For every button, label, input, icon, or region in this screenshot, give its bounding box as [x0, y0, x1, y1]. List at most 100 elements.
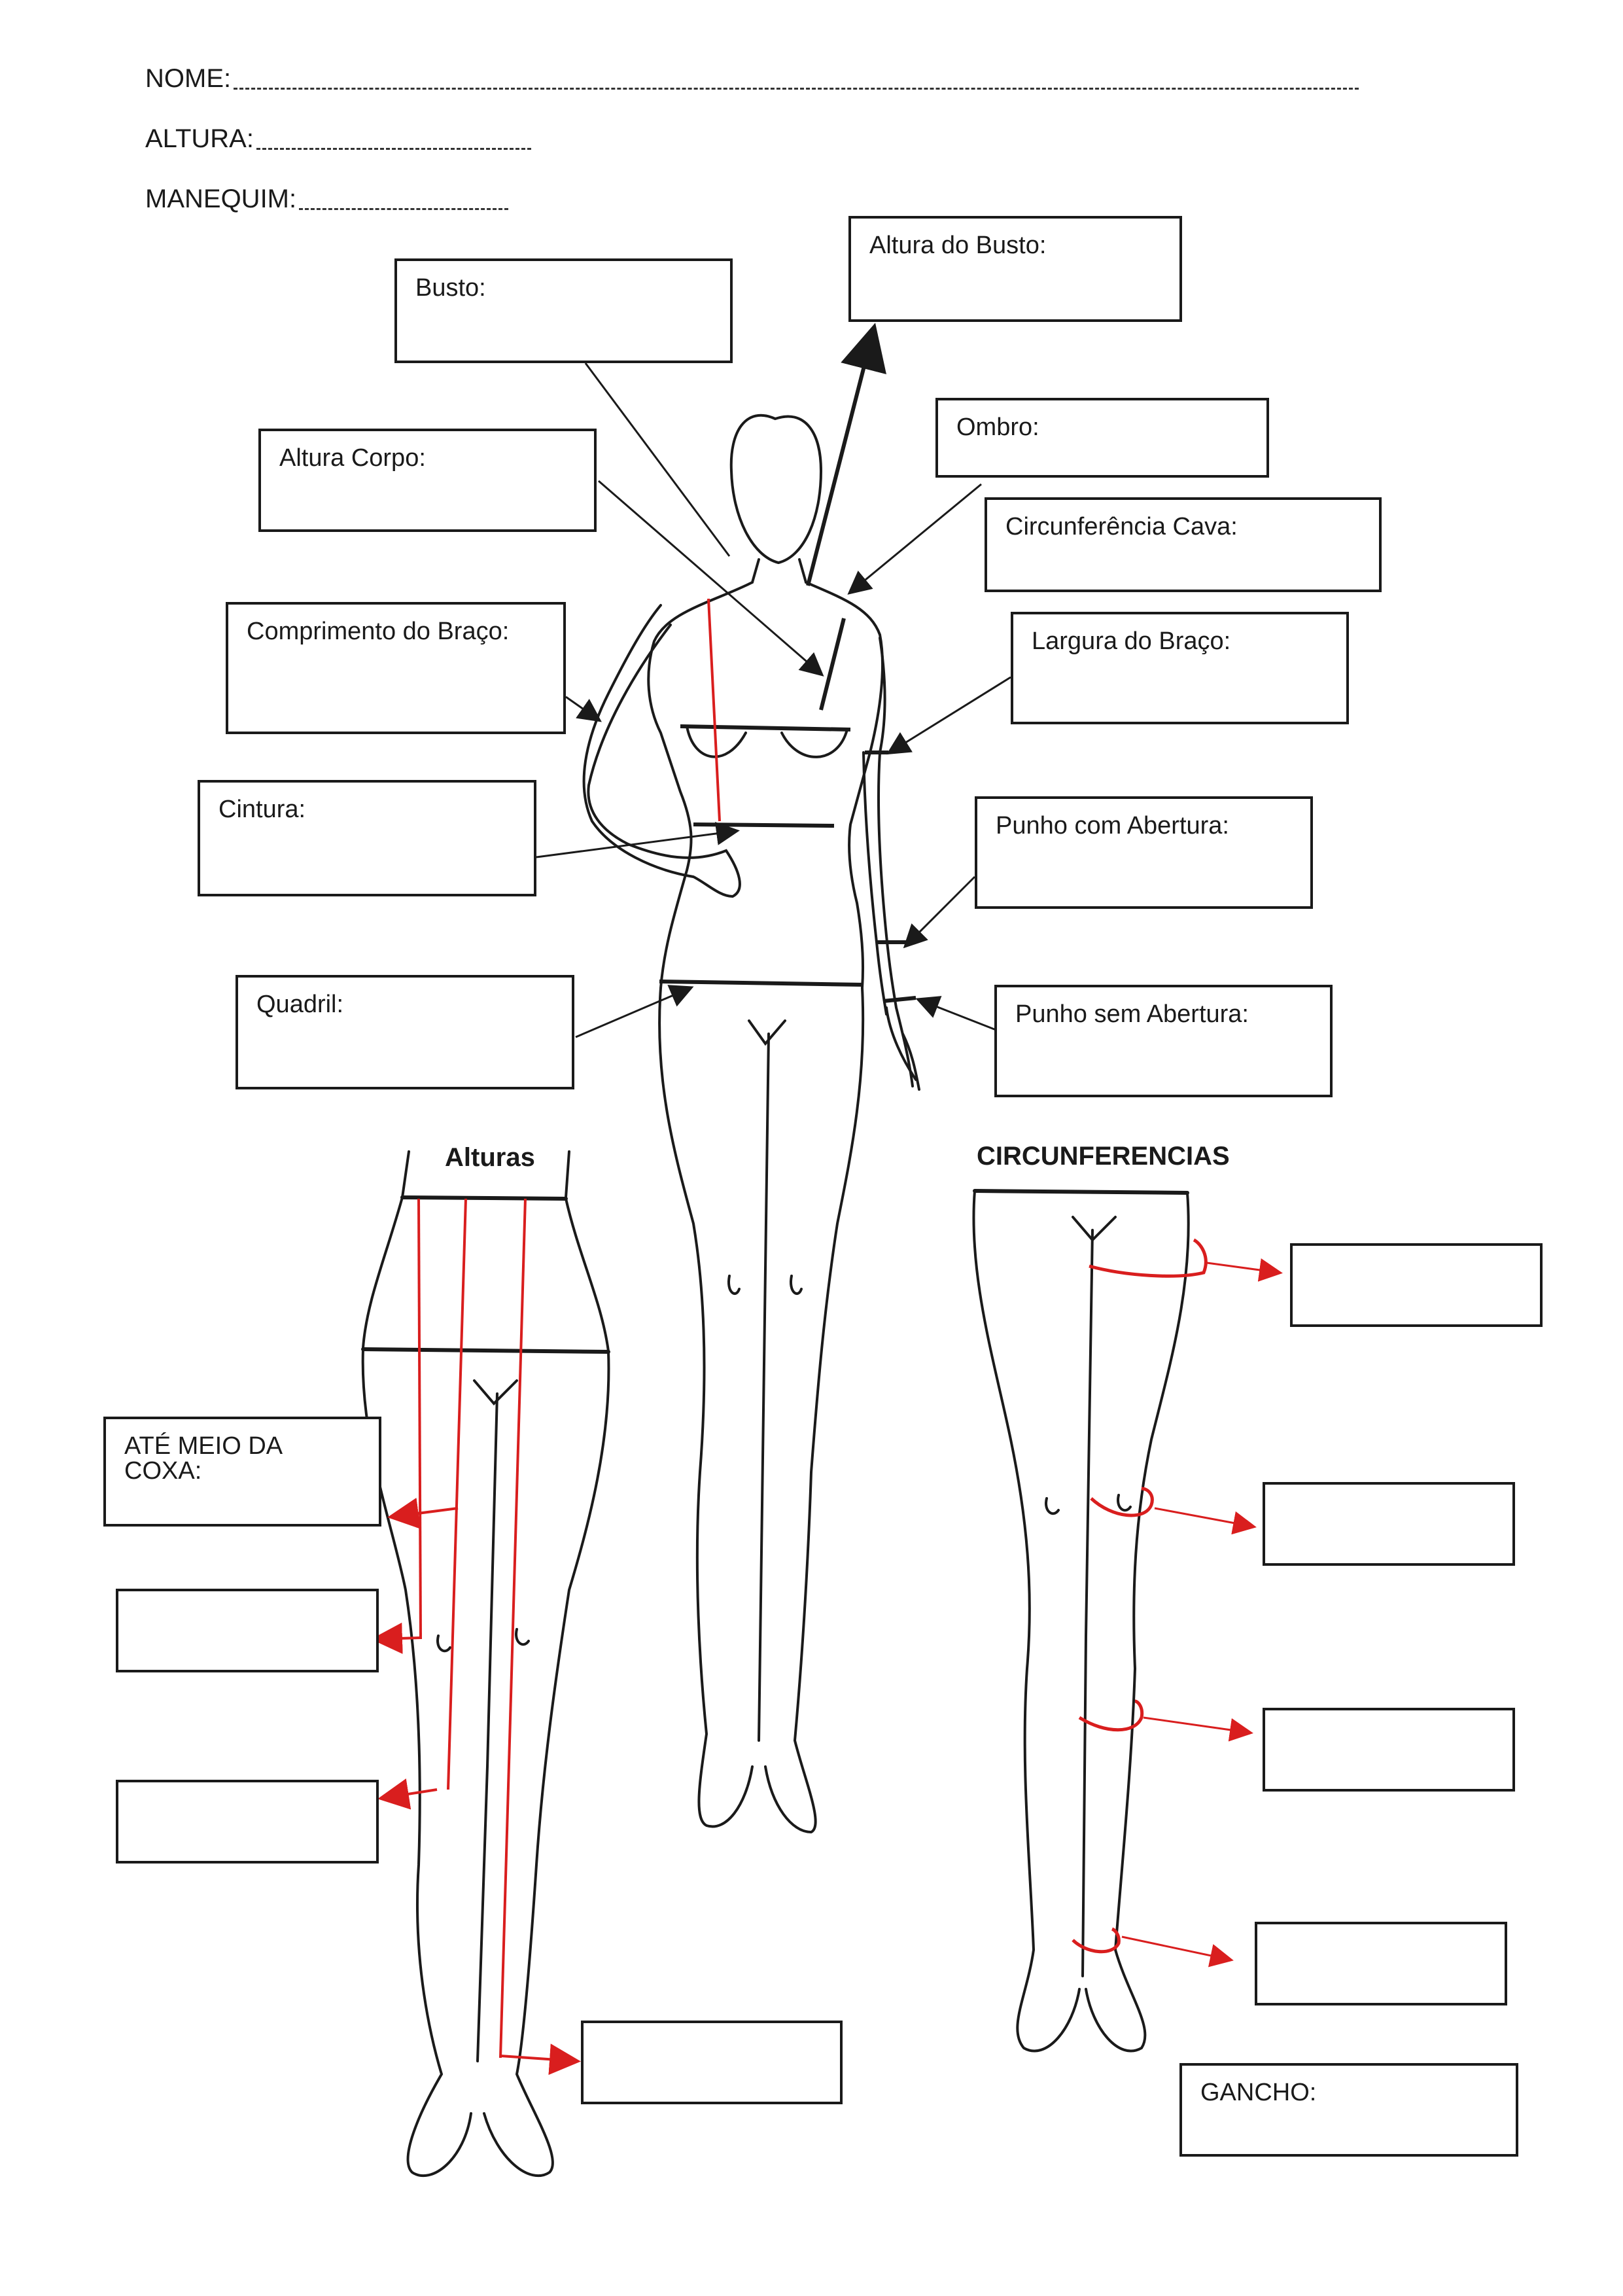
- nome-field[interactable]: NOME:: [145, 64, 1359, 94]
- front-leaders: [536, 323, 1011, 1038]
- manequim-field[interactable]: MANEQUIM:: [145, 185, 509, 214]
- waist-line: [693, 822, 835, 828]
- alturas-right-knee: [515, 1628, 530, 1646]
- left-knee: [727, 1275, 741, 1295]
- hip-line: [659, 980, 864, 987]
- manequim-dotted-line[interactable]: [299, 208, 509, 210]
- circunferencia-cava-label: Circunferência Cava:: [1005, 513, 1238, 540]
- punho-sem-abertura-label: Punho sem Abertura:: [1015, 1000, 1249, 1028]
- bust-left: [686, 725, 747, 758]
- leader-largura-braco: [886, 676, 1011, 755]
- nome-dotted-line[interactable]: [234, 88, 1359, 90]
- circ-arrow-1: [1206, 1258, 1283, 1282]
- circ-calf-ring: [1078, 1699, 1144, 1732]
- alturas-inner-leg: [476, 1392, 498, 2062]
- quadril-label: Quadril:: [256, 991, 344, 1018]
- body-height-red-line: [707, 598, 721, 822]
- alturas-red-line-3: [499, 1198, 527, 2058]
- circ-ankle-ring: [1072, 1927, 1121, 1954]
- altura-field[interactable]: ALTURA:: [145, 124, 531, 154]
- front-body-figure: [582, 414, 920, 1834]
- bust-line: [680, 724, 851, 732]
- ate-meio-da-coxa-box[interactable]: ATÉ MEIO DA COXA:: [103, 1417, 381, 1527]
- circ-arrow-2: [1154, 1507, 1257, 1535]
- ombro-box[interactable]: Ombro:: [935, 398, 1269, 478]
- alturas-hip-right: [565, 1197, 610, 1352]
- alturas-arrow-2: [371, 1622, 421, 1654]
- circ-knee-ring: [1090, 1487, 1154, 1517]
- leader-altura-corpo: [598, 480, 824, 677]
- torso-right: [805, 581, 884, 989]
- comprimento-do-braco-label: Comprimento do Braço:: [247, 618, 510, 645]
- punho-com-abertura-box[interactable]: Punho com Abertura:: [975, 796, 1313, 909]
- leader-punho-sem: [915, 996, 998, 1032]
- gancho-label: GANCHO:: [1200, 2079, 1317, 2106]
- alturas-red-lines: [371, 1198, 581, 2075]
- cintura-label: Cintura:: [218, 796, 306, 823]
- busto-box[interactable]: Busto:: [394, 258, 733, 363]
- circ-inner-leg: [1081, 1229, 1094, 1977]
- ate-meio-da-coxa-label: ATÉ MEIO DA COXA:: [124, 1432, 282, 1485]
- alturas-arrow-4: [500, 2043, 581, 2075]
- alturas-waist-left: [401, 1150, 410, 1199]
- right-arm-inner: [862, 751, 888, 1016]
- altura-do-busto-box[interactable]: Altura do Busto:: [848, 216, 1182, 322]
- circ-red-measures: [1072, 1238, 1283, 1968]
- comprimento-do-braco-box[interactable]: Comprimento do Braço:: [226, 602, 566, 734]
- alturas-legs-figure: [361, 1150, 610, 2177]
- gancho-box[interactable]: GANCHO:: [1179, 2063, 1518, 2157]
- circ-ankle-box[interactable]: [1255, 1922, 1507, 2005]
- circ-waist-band: [973, 1189, 1189, 1195]
- alturas-knee-box[interactable]: [116, 1589, 379, 1672]
- left-leg: [658, 987, 754, 1828]
- punho-sem-abertura-box[interactable]: Punho sem Abertura:: [994, 985, 1333, 1097]
- torso-left: [647, 581, 754, 989]
- punho-com-abertura-label: Punho com Abertura:: [996, 812, 1229, 839]
- circ-knee-box[interactable]: [1263, 1482, 1515, 1566]
- circ-arrow-4: [1121, 1935, 1234, 1968]
- circ-arrow-3: [1143, 1716, 1253, 1742]
- leader-altura-busto: [806, 323, 886, 586]
- quadril-box[interactable]: Quadril:: [236, 975, 574, 1089]
- circunferencias-title: CIRCUNFERENCIAS: [977, 1142, 1230, 1171]
- front-measure-lines: [659, 618, 916, 1003]
- altura-corpo-box[interactable]: Altura Corpo:: [258, 429, 597, 532]
- circ-right-knee: [1117, 1494, 1132, 1512]
- altura-label: ALTURA:: [145, 124, 254, 153]
- alturas-red-line-2: [447, 1198, 467, 1790]
- alturas-title: Alturas: [445, 1143, 535, 1172]
- ombro-label: Ombro:: [956, 414, 1039, 441]
- circ-left-knee: [1045, 1497, 1060, 1515]
- leader-busto: [584, 362, 731, 557]
- armhole-line: [819, 618, 846, 711]
- alturas-calf-box[interactable]: [116, 1780, 379, 1863]
- alturas-outer-right-leg: [483, 1351, 610, 2177]
- alturas-outer-left-leg: [361, 1348, 472, 2177]
- inner-leg: [758, 1033, 770, 1742]
- leader-cintura: [536, 822, 740, 858]
- manequim-label: MANEQUIM:: [145, 185, 297, 213]
- largura-do-braco-label: Largura do Braço:: [1032, 627, 1231, 655]
- circunferencia-cava-box[interactable]: Circunferência Cava:: [985, 497, 1382, 592]
- alturas-waist-right: [565, 1150, 570, 1199]
- alturas-arrow-3: [377, 1778, 438, 1810]
- circ-calf-box[interactable]: [1263, 1708, 1515, 1792]
- altura-dotted-line[interactable]: [256, 148, 531, 150]
- left-arm: [582, 604, 741, 898]
- circ-legs-figure: [972, 1189, 1190, 2053]
- circ-crotch-v: [1072, 1216, 1117, 1242]
- circ-outer-left-leg: [972, 1190, 1081, 2053]
- alturas-ankle-box[interactable]: [581, 2021, 843, 2104]
- leader-ombro: [847, 483, 982, 595]
- right-hand: [885, 1006, 920, 1091]
- circ-thigh-box[interactable]: [1290, 1243, 1543, 1327]
- cintura-box[interactable]: Cintura:: [198, 780, 536, 896]
- alturas-hip-left: [362, 1196, 404, 1349]
- alturas-hip-band: [361, 1347, 610, 1354]
- head-outline: [729, 414, 823, 565]
- nome-label: NOME:: [145, 64, 232, 93]
- bust-right: [780, 728, 848, 758]
- circ-outer-right-leg: [1085, 1192, 1190, 2053]
- largura-do-braco-box[interactable]: Largura do Braço:: [1011, 612, 1349, 724]
